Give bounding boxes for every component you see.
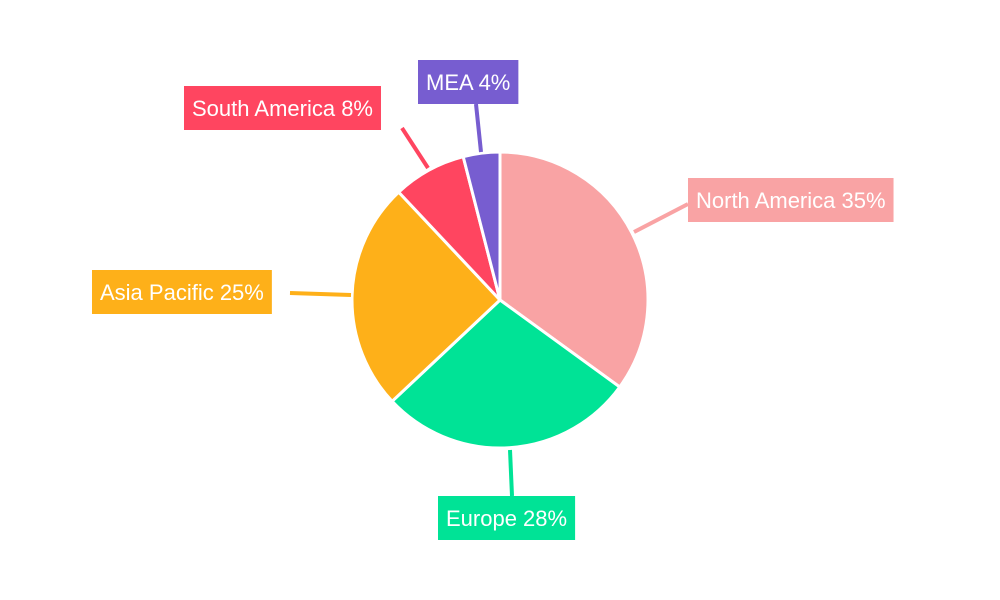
leader-line (289, 291, 352, 297)
pie-slice-europe[interactable] (390, 298, 622, 450)
data-label-background (438, 496, 576, 540)
pie-slice-mea[interactable] (461, 150, 502, 302)
leader-line (400, 126, 430, 170)
data-label-text: South America 8% (192, 96, 373, 121)
data-label: South America 8% (184, 86, 381, 130)
data-label-text: Europe 28% (446, 506, 567, 531)
leader-line (633, 202, 689, 234)
pie-slice-asia-pacific[interactable] (350, 190, 502, 403)
data-label-background (184, 86, 381, 130)
data-label-text: Asia Pacific 25% (100, 280, 264, 305)
pie-slice-north-america[interactable] (498, 150, 650, 389)
data-label-text: MEA 4% (426, 70, 510, 95)
data-label-background (418, 60, 519, 104)
data-label: Europe 28% (438, 496, 576, 540)
data-label: Asia Pacific 25% (92, 270, 272, 314)
data-label: North America 35% (688, 178, 894, 222)
data-label-background (688, 178, 894, 222)
data-label: MEA 4% (418, 60, 519, 104)
data-label-background (92, 270, 272, 314)
leader-line (474, 103, 483, 153)
data-label-text: North America 35% (696, 188, 886, 213)
leader-line (508, 449, 514, 497)
